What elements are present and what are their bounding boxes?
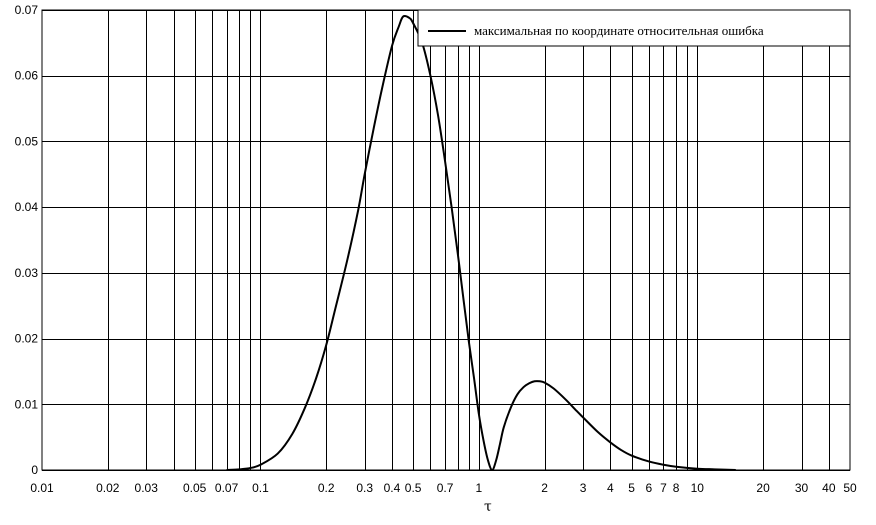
y-tick-label: 0 xyxy=(31,463,38,477)
x-tick-label: 30 xyxy=(795,481,809,495)
x-tick-label: 0.5 xyxy=(405,481,422,495)
x-tick-label: 1 xyxy=(476,481,483,495)
x-tick-label: 0.05 xyxy=(183,481,207,495)
y-tick-label: 0.06 xyxy=(15,69,39,83)
y-tick-labels: 0 0.01 0.02 0.03 0.04 0.05 0.06 0.07 xyxy=(15,3,39,477)
legend-label: максимальная по координате относительная… xyxy=(474,23,764,38)
series-line xyxy=(226,15,736,472)
y-tick-label: 0.05 xyxy=(15,134,39,148)
y-tick-label: 0.04 xyxy=(15,200,39,214)
x-tick-label: 0.2 xyxy=(318,481,335,495)
x-tick-label: 0.4 xyxy=(384,481,401,495)
y-tick-label: 0.07 xyxy=(15,3,39,17)
x-tick-label: 0.7 xyxy=(437,481,454,495)
x-tick-label: 3 xyxy=(580,481,587,495)
x-tick-label: 0.03 xyxy=(135,481,159,495)
gridlines xyxy=(42,10,850,471)
x-tick-label: 50 xyxy=(843,481,857,495)
legend-box xyxy=(417,9,851,47)
x-tick-label: 2 xyxy=(541,481,548,495)
x-tick-labels: 0.01 0.02 0.03 0.05 0.07 0.1 0.2 0.3 0.4 0.5 0.7 1 2… xyxy=(30,481,857,495)
x-tick-label: 10 xyxy=(691,481,705,495)
y-tick-label: 0.02 xyxy=(15,332,39,346)
x-tick-label: 0.07 xyxy=(215,481,239,495)
x-tick-label: 6 xyxy=(646,481,653,495)
x-tick-label: 7 xyxy=(660,481,667,495)
x-tick-label: 0.3 xyxy=(356,481,373,495)
x-tick-label: 20 xyxy=(756,481,770,495)
x-tick-label: 8 xyxy=(673,481,680,495)
legend: максимальная по координате относительная… xyxy=(417,9,851,47)
y-tick-label: 0.01 xyxy=(15,397,39,411)
x-tick-label: 0.02 xyxy=(96,481,120,495)
x-tick-label: 5 xyxy=(628,481,635,495)
x-axis-label: τ xyxy=(484,499,492,515)
x-tick-label: 40 xyxy=(822,481,836,495)
y-tick-label: 0.03 xyxy=(15,266,39,280)
x-tick-label: 4 xyxy=(607,481,614,495)
x-tick-label: 0.01 xyxy=(30,481,54,495)
x-tick-label: 0.1 xyxy=(252,481,269,495)
